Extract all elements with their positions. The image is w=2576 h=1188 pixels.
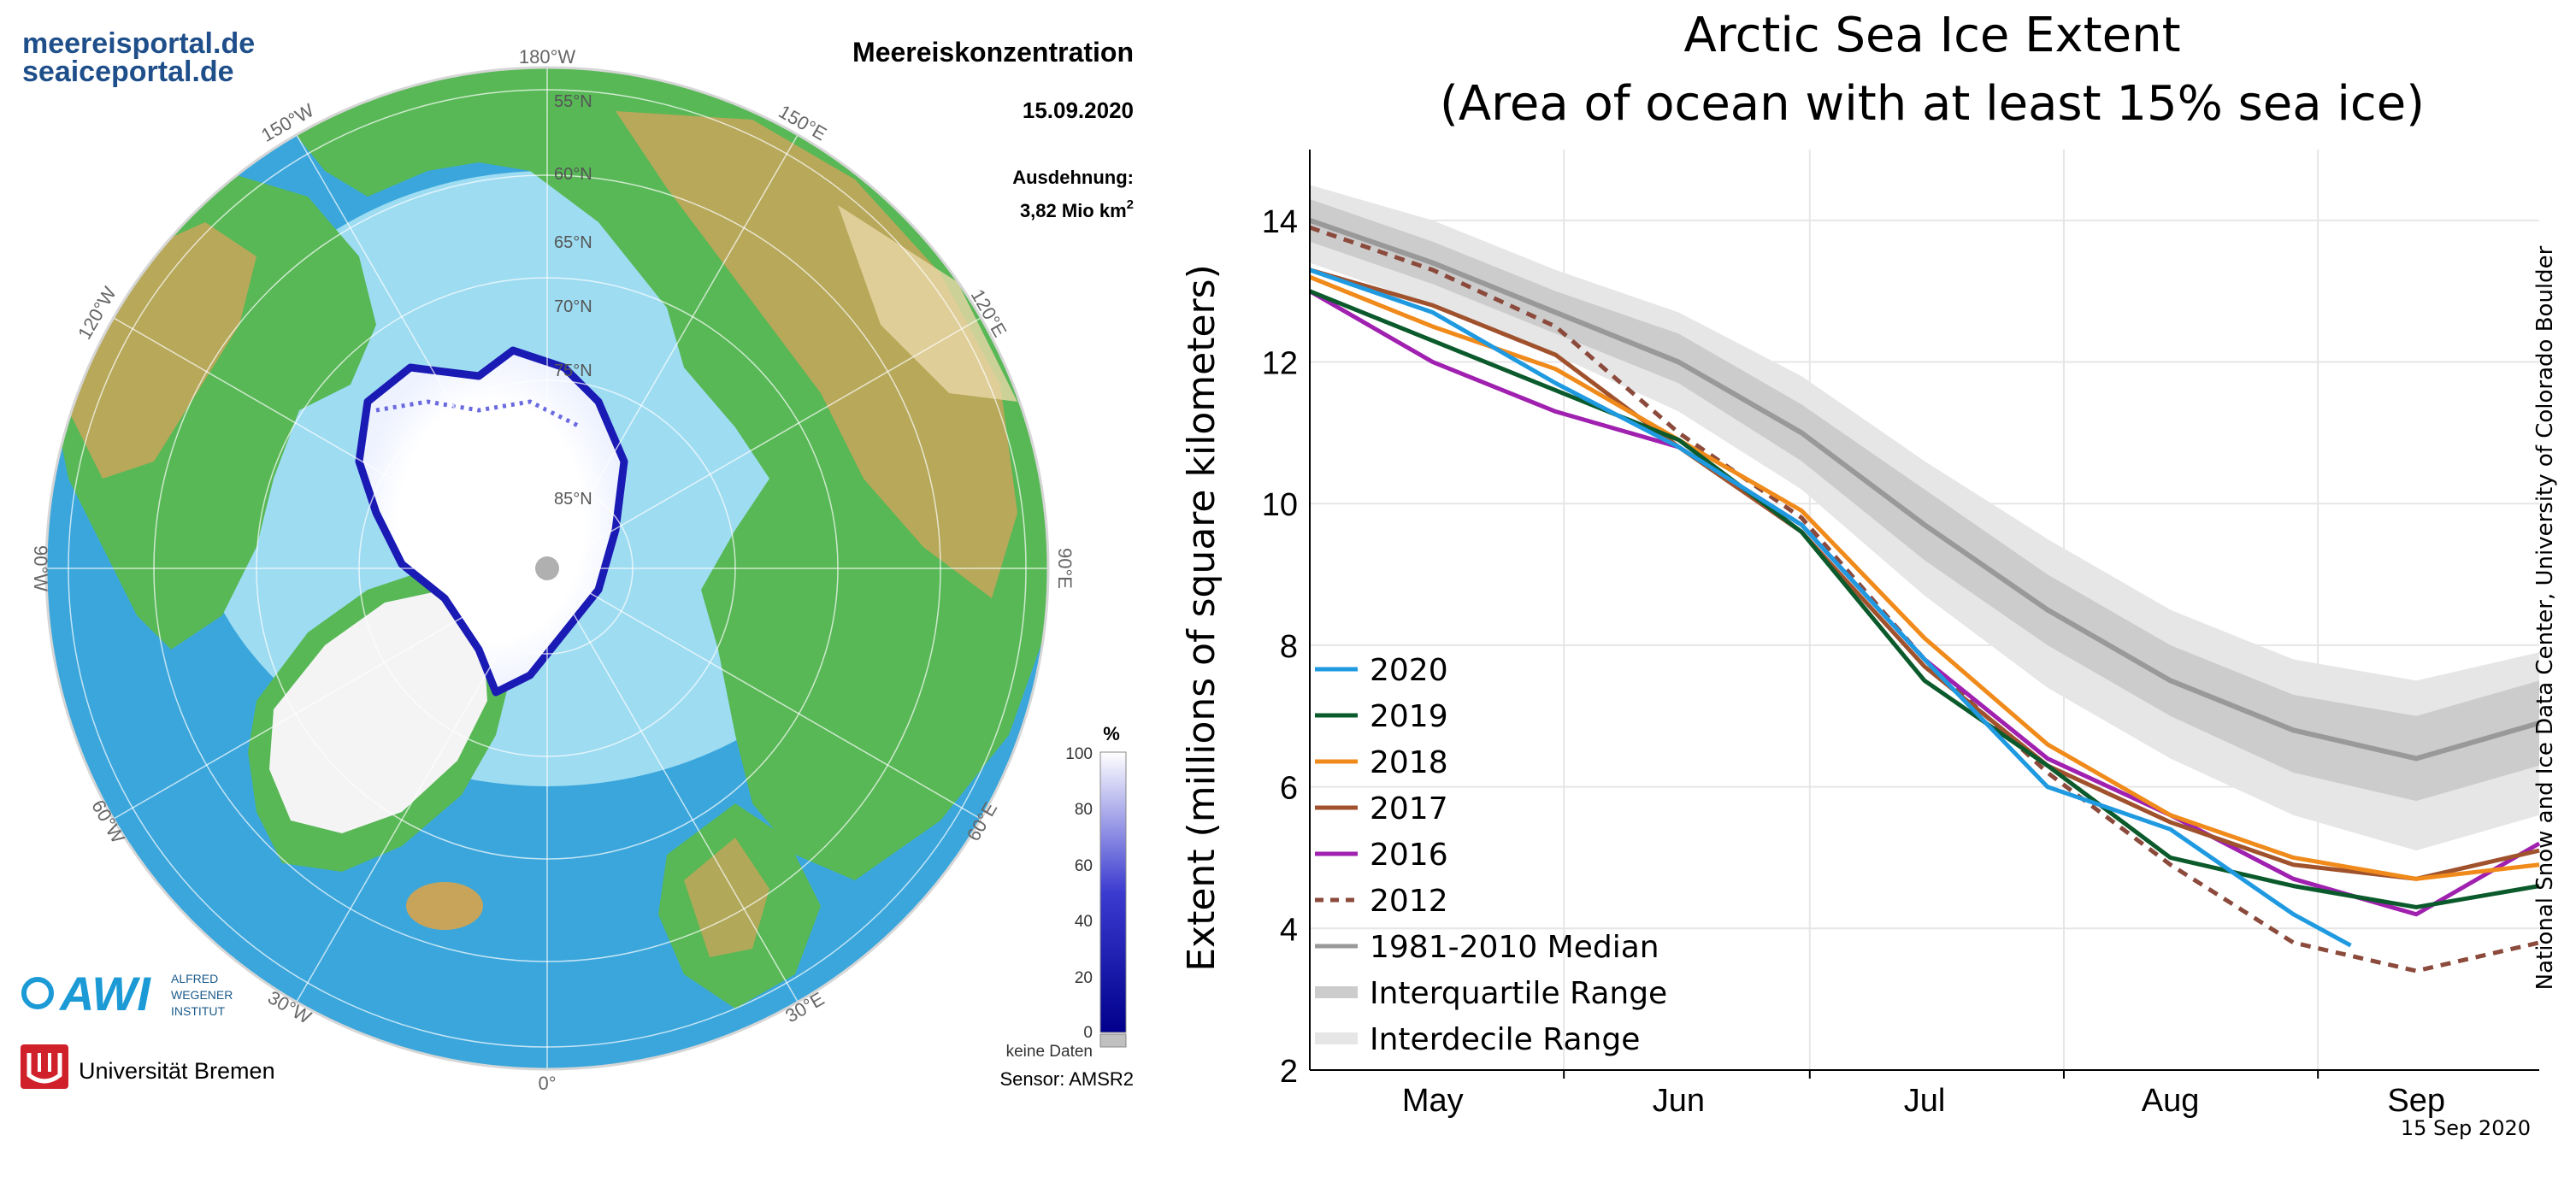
- x-tick-label: Jul: [1904, 1083, 1946, 1119]
- median-line: [1309, 218, 2540, 762]
- series-line-2019: [1309, 289, 2540, 909]
- lat-label: 60°N: [554, 165, 592, 184]
- y-tick-label: 14: [1262, 204, 1298, 240]
- sea-ice-extent-chart-panel: Arctic Sea Ice Extent (Area of ocean wit…: [1163, 0, 2576, 1184]
- legend-label: Interdecile Range: [1370, 1022, 1640, 1057]
- chart-series-lines: [1308, 218, 2541, 973]
- y-tick-label: 4: [1280, 912, 1298, 948]
- uni-bremen-logo: Universität Bremen: [21, 1044, 275, 1089]
- sea-ice-extent-chart: Arctic Sea Ice Extent (Area of ocean wit…: [1180, 8, 2558, 1140]
- awi-line: ALFRED: [171, 972, 218, 985]
- sea-ice-map: meereisportal.de seaiceportal.de: [21, 27, 1134, 1094]
- latitude-labels: 55°N 60°N 65°N 70°N 75°N 85°N: [554, 92, 592, 509]
- chart-axes: 2 4 6 8 10 12 14 May Jun Jul Aug Sep: [1262, 150, 2539, 1119]
- x-tick-label: Jun: [1653, 1083, 1705, 1119]
- colorbar-tick: 20: [1075, 969, 1093, 987]
- x-tick-label: Sep: [2387, 1083, 2445, 1119]
- y-axis-label: Extent (millions of square kilometers): [1180, 264, 1223, 972]
- sensor-label: Sensor: AMSR2: [999, 1068, 1134, 1090]
- extent-label: Ausdehnung:: [1012, 167, 1134, 188]
- lat-label: 85°N: [554, 490, 592, 509]
- map-date: 15.09.2020: [1023, 97, 1134, 123]
- legend-label: 2016: [1370, 838, 1448, 873]
- x-tick-label: Aug: [2142, 1083, 2200, 1119]
- legend-label: 1981-2010 Median: [1370, 930, 1659, 965]
- chart-date-note: 15 Sep 2020: [2401, 1116, 2531, 1140]
- legend-label: 2017: [1370, 791, 1448, 826]
- y-tick-label: 2: [1280, 1054, 1298, 1090]
- pole-hole: [535, 556, 559, 580]
- awi-line: INSTITUT: [171, 1004, 225, 1018]
- eurasia-plateau: [838, 205, 1017, 402]
- map-outline: [44, 66, 1050, 1071]
- y-tick-label: 12: [1262, 346, 1298, 382]
- greenland-ice-sheet: [269, 590, 487, 833]
- extent-value: 3,82 Mio km2: [1020, 197, 1134, 221]
- sea-ice-map-panel: meereisportal.de seaiceportal.de: [0, 0, 1154, 1184]
- legend-label: 2012: [1370, 884, 1448, 919]
- landmass-iceland: [406, 882, 483, 930]
- scandinavia-highlands: [684, 838, 769, 957]
- chart-legend: 2020 2019 2018 2017 2016 2012 1981-2010 …: [1315, 653, 1667, 1057]
- polar-map-disc: [46, 68, 1048, 1069]
- sea-ice-cover: [355, 346, 628, 697]
- legend-label: 2018: [1370, 745, 1448, 780]
- concentration-colorbar: % 100 80 60 40 20 0 keine Daten: [1006, 723, 1127, 1061]
- series-line-2017: [1309, 268, 2540, 881]
- colorbar-unit: %: [1103, 723, 1120, 744]
- chart-bands: [1310, 185, 2539, 851]
- awi-line: WEGENER: [171, 988, 233, 1002]
- ice-edge-fringe: [375, 399, 583, 430]
- lon-label: 0°: [538, 1073, 556, 1094]
- awi-logo-mark: AWI: [58, 967, 151, 1020]
- y-tick-label: 6: [1280, 771, 1298, 807]
- colorbar-tick: 80: [1075, 801, 1093, 819]
- interquartile-band: [1310, 198, 2539, 802]
- y-tick-label: 8: [1280, 629, 1298, 665]
- lat-label: 65°N: [554, 233, 592, 252]
- portal-name-de: meereisportal.de: [22, 27, 255, 60]
- colorbar-tick: 60: [1075, 857, 1093, 875]
- lat-label: 70°N: [554, 297, 592, 316]
- series-line-2012: [1309, 225, 2540, 973]
- awi-logo: AWI ALFRED WEGENER INSTITUT: [21, 967, 233, 1020]
- colorbar-tick: 100: [1065, 745, 1093, 763]
- lon-label: 90°E: [1054, 548, 1076, 589]
- series-line-2020: [1309, 268, 2352, 948]
- chart-subtitle: (Area of ocean with at least 15% sea ice…: [1440, 76, 2425, 132]
- map-title: Meereiskonzentration: [852, 37, 1134, 68]
- lat-label: 55°N: [554, 92, 592, 111]
- y-tick-label: 10: [1262, 487, 1298, 523]
- colorbar-nodata-swatch: [1099, 1033, 1127, 1048]
- colorbar-tick: 40: [1075, 913, 1093, 931]
- series-line-2018: [1309, 274, 2540, 881]
- lon-label: 90°W: [30, 545, 51, 591]
- colorbar-tick: 0: [1083, 1024, 1093, 1042]
- colorbar-nodata-label: keine Daten: [1006, 1043, 1093, 1061]
- portal-name-en: seaiceportal.de: [22, 56, 234, 88]
- lat-label: 75°N: [554, 362, 592, 380]
- uni-bremen-name: Universität Bremen: [79, 1058, 275, 1084]
- legend-label: 2020: [1370, 653, 1448, 688]
- awi-logo-icon: [21, 977, 54, 1009]
- chart-title: Arctic Sea Ice Extent: [1683, 8, 2180, 63]
- colorbar-gradient: [1099, 751, 1127, 1033]
- legend-label: Interquartile Range: [1370, 976, 1667, 1011]
- eurasia-highlands: [616, 111, 1017, 598]
- source-credit: National Snow and Ice Data Center, Unive…: [2532, 245, 2558, 990]
- lon-label: 180°W: [519, 46, 576, 68]
- x-tick-label: May: [1402, 1083, 1464, 1119]
- legend-label: 2019: [1370, 699, 1448, 734]
